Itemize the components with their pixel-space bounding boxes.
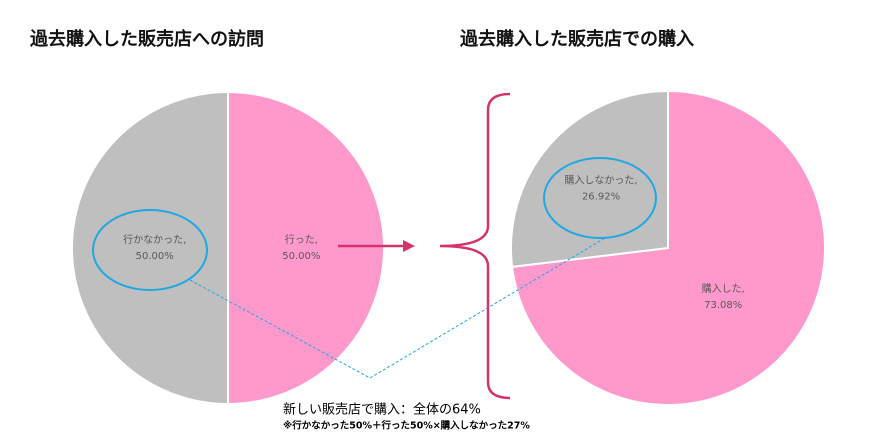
pie-slice (71, 90, 229, 406)
highlight-ellipse (92, 209, 208, 291)
highlight-ellipse (543, 157, 657, 239)
pie-slice (510, 89, 669, 269)
pies (71, 89, 826, 406)
slice-value-label: 73.08% (704, 300, 742, 311)
slice-value-label: 26.92% (582, 192, 620, 203)
pie-slice (227, 90, 385, 406)
slice-label: 行った, (285, 233, 318, 246)
slice-label: 購入した, (702, 282, 745, 295)
chart-title: 過去購入した販売店への訪問 (30, 28, 264, 50)
slice-label: 行かなかった, (123, 233, 186, 246)
note: ※行かなかった50%＋行った50%×購入しなかった27% (283, 420, 530, 432)
brace (439, 92, 511, 400)
note: 新しい販売店で購入：全体の64% (283, 402, 481, 418)
chart-title: 過去購入した販売店での購入 (460, 28, 694, 50)
slice-value-label: 50.00% (136, 251, 174, 262)
slice-value-label: 50.00% (282, 251, 320, 262)
connector (189, 237, 606, 379)
slice-label: 購入しなかった, (564, 174, 637, 187)
arrow-head (403, 240, 415, 252)
